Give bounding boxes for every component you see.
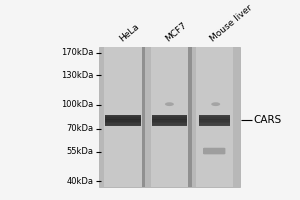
Bar bbox=[142, 47, 146, 187]
Text: MCF7: MCF7 bbox=[164, 20, 188, 43]
Bar bbox=[196, 47, 233, 187]
Bar bbox=[105, 116, 141, 117]
Bar bbox=[199, 119, 230, 120]
Bar bbox=[104, 47, 142, 187]
Bar bbox=[105, 115, 141, 116]
Bar bbox=[152, 120, 187, 122]
Bar bbox=[105, 125, 141, 126]
Bar bbox=[199, 115, 230, 116]
Bar bbox=[151, 47, 188, 187]
Bar bbox=[199, 123, 230, 125]
Bar bbox=[105, 120, 141, 122]
Bar bbox=[105, 119, 141, 120]
Bar bbox=[152, 117, 187, 119]
Bar bbox=[105, 117, 141, 119]
Bar bbox=[199, 120, 230, 122]
Text: 40kDa: 40kDa bbox=[66, 177, 93, 186]
Ellipse shape bbox=[165, 102, 174, 106]
Text: 130kDa: 130kDa bbox=[61, 71, 93, 80]
Text: 170kDa: 170kDa bbox=[61, 48, 93, 57]
Text: 100kDa: 100kDa bbox=[61, 100, 93, 109]
Bar bbox=[105, 122, 141, 123]
Bar bbox=[199, 117, 230, 119]
Bar bbox=[199, 125, 230, 126]
Bar bbox=[152, 122, 187, 123]
Bar bbox=[99, 47, 240, 187]
Bar bbox=[188, 47, 192, 187]
Bar bbox=[152, 125, 187, 126]
Bar bbox=[152, 119, 187, 120]
Bar bbox=[199, 122, 230, 123]
Text: Mouse liver: Mouse liver bbox=[208, 3, 254, 43]
Text: CARS: CARS bbox=[253, 115, 281, 125]
Text: 70kDa: 70kDa bbox=[66, 124, 93, 133]
Bar bbox=[152, 116, 187, 117]
Bar bbox=[152, 115, 187, 116]
FancyBboxPatch shape bbox=[203, 148, 225, 154]
Bar bbox=[152, 123, 187, 125]
Text: 55kDa: 55kDa bbox=[66, 147, 93, 156]
Bar bbox=[105, 123, 141, 125]
Ellipse shape bbox=[211, 102, 220, 106]
Text: HeLa: HeLa bbox=[117, 21, 141, 43]
Bar bbox=[199, 116, 230, 117]
